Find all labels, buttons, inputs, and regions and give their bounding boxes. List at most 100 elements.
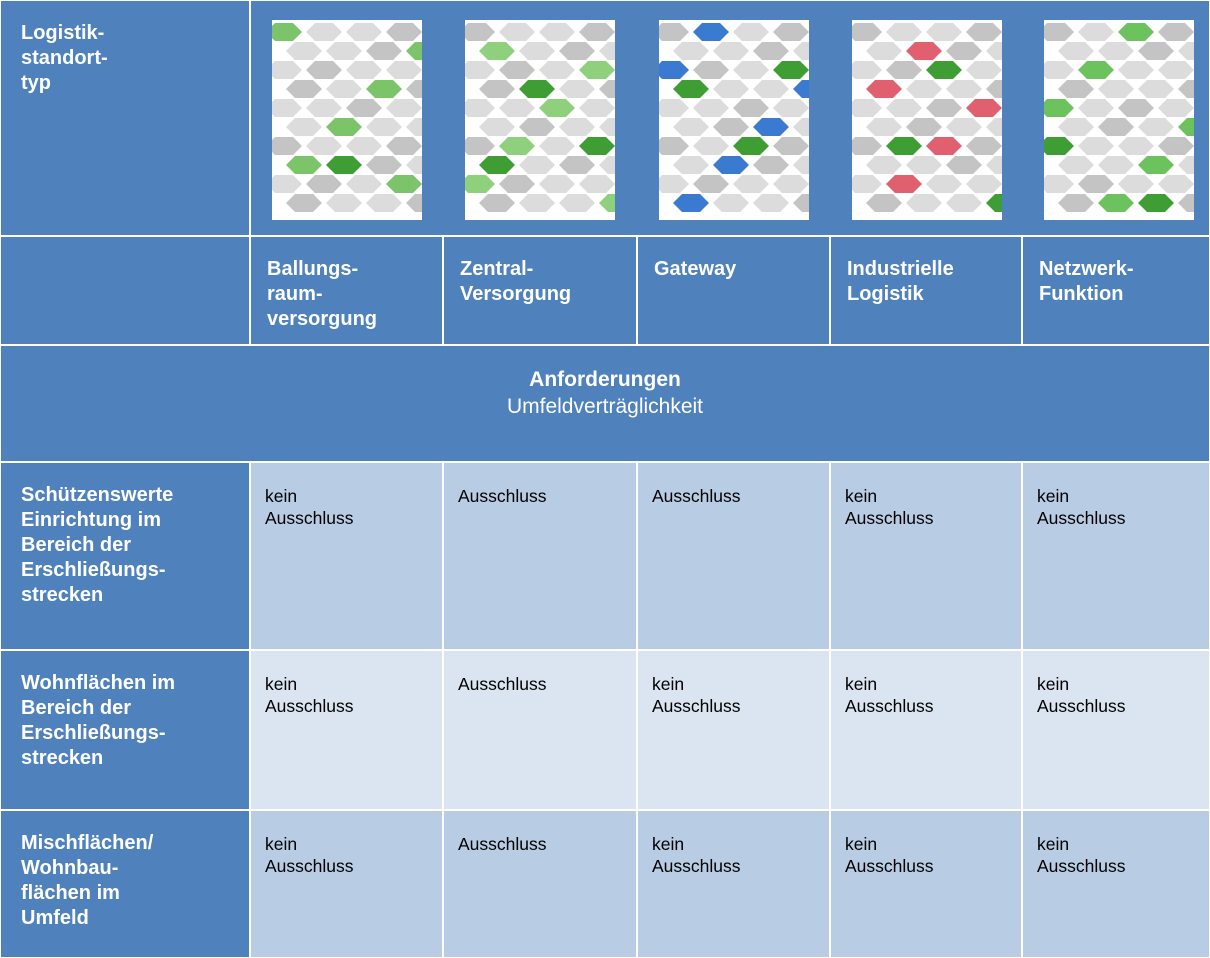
column-header: Netzwerk- Funktion — [1023, 237, 1209, 344]
hexagon — [852, 99, 882, 117]
data-cell: kein Ausschluss — [638, 811, 829, 957]
hexagon — [326, 80, 362, 98]
hexagon — [733, 175, 769, 193]
hexagon — [326, 118, 362, 136]
hexagon — [1058, 118, 1094, 136]
hexagon — [852, 175, 882, 193]
hexagon — [673, 80, 709, 98]
hexagon — [926, 61, 962, 79]
hexagon — [366, 194, 402, 212]
hexagon — [946, 118, 982, 136]
hexagon — [673, 42, 709, 60]
illustration — [1044, 20, 1194, 220]
hexagon — [966, 137, 1002, 155]
illustration — [465, 20, 615, 220]
hexagon — [659, 23, 689, 41]
data-cell: kein Ausschluss — [831, 811, 1021, 957]
data-cell: Ausschluss — [638, 463, 829, 649]
hexagon — [966, 61, 1002, 79]
hexagon — [499, 23, 535, 41]
hexagon — [693, 175, 729, 193]
hexagon — [1178, 194, 1194, 212]
hexagon — [599, 42, 615, 60]
hexagon — [286, 194, 322, 212]
hexagon — [1118, 175, 1154, 193]
hexagon — [406, 42, 422, 60]
hexagon — [1158, 99, 1194, 117]
hexagon — [286, 156, 322, 174]
row-label: Schützenswerte Einrichtung im Bereich de… — [1, 463, 249, 649]
hexagon — [1178, 118, 1194, 136]
row-label: Wohnflächen im Bereich der Erschließungs… — [1, 651, 249, 809]
hexagon — [1098, 156, 1134, 174]
hexagon — [1138, 194, 1174, 212]
hexagon — [1178, 42, 1194, 60]
hexagon — [465, 61, 495, 79]
hexagon — [1118, 137, 1154, 155]
hexagon — [1044, 175, 1074, 193]
hexagon — [1058, 80, 1094, 98]
illustration — [659, 20, 809, 220]
hexagon — [659, 61, 689, 79]
hexagon — [306, 99, 342, 117]
hexagon — [886, 23, 922, 41]
row-label: Mischflächen/ Wohnbau- flächen im Umfeld — [1, 811, 249, 957]
hexagon — [406, 194, 422, 212]
hexagon — [346, 23, 382, 41]
hexagon — [866, 156, 902, 174]
hexagon — [1178, 156, 1194, 174]
hexagon — [346, 175, 382, 193]
hexagon — [713, 156, 749, 174]
hexagon — [733, 137, 769, 155]
data-cell: Ausschluss — [444, 463, 636, 649]
hexagon — [479, 42, 515, 60]
data-cell: kein Ausschluss — [1023, 463, 1209, 649]
hexagon — [326, 156, 362, 174]
header-cell — [1, 237, 249, 344]
hexagon — [753, 80, 789, 98]
hexagon — [306, 61, 342, 79]
section-subtitle: Umfeldverträglichkeit — [506, 395, 704, 418]
hexagon — [906, 42, 942, 60]
hexagon — [465, 175, 495, 193]
hexagon — [346, 61, 382, 79]
hexagon — [1058, 194, 1094, 212]
hexagon — [946, 80, 982, 98]
section-title: Anforderungen — [529, 368, 681, 391]
hexagon — [579, 175, 615, 193]
hexagon — [346, 137, 382, 155]
hexagon — [852, 23, 882, 41]
data-cell: kein Ausschluss — [251, 651, 442, 809]
hexagon — [499, 137, 535, 155]
data-cell: kein Ausschluss — [251, 811, 442, 957]
hexagon — [519, 156, 555, 174]
hexagon — [479, 156, 515, 174]
hexagon — [272, 137, 302, 155]
hexagon — [926, 99, 962, 117]
hexagon — [1078, 23, 1114, 41]
hexagon — [499, 175, 535, 193]
hexagon — [986, 118, 1002, 136]
data-cell: kein Ausschluss — [831, 463, 1021, 649]
hexagon — [1178, 80, 1194, 98]
hexagon — [1118, 61, 1154, 79]
hexagon — [579, 137, 615, 155]
hexagon — [1138, 118, 1174, 136]
hexagon — [866, 42, 902, 60]
hexagon — [659, 99, 689, 117]
hexagon — [673, 194, 709, 212]
hexagon — [733, 23, 769, 41]
hexagon — [559, 42, 595, 60]
hexagon — [733, 99, 769, 117]
illustration — [852, 20, 1002, 220]
hexagon — [1138, 42, 1174, 60]
hexagon — [519, 80, 555, 98]
hexagon — [326, 194, 362, 212]
hexagon — [386, 61, 422, 79]
hexagon — [465, 99, 495, 117]
header-label: Logistik- standort- typ — [1, 1, 249, 235]
hexagon — [906, 80, 942, 98]
hexagon — [1158, 137, 1194, 155]
hexagon — [499, 99, 535, 117]
hexagon — [386, 23, 422, 41]
